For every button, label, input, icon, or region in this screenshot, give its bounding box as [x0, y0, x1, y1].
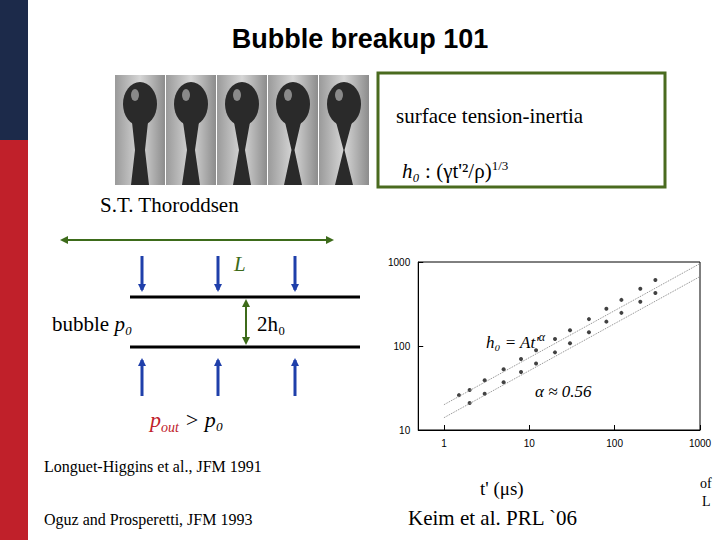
html-text:Bubble breakup 101: Bubble breakup 101: [231, 24, 489, 54]
svg-text:1000: 1000: [689, 438, 712, 449]
svg-text:10: 10: [524, 438, 536, 449]
svg-text:100: 100: [606, 438, 623, 449]
html-text:L: L: [702, 494, 711, 509]
html-text:Longuet-Higgins et al., JFM 19: Longuet-Higgins et al., JFM 1991: [44, 458, 262, 475]
html-text:2h₀: 2h₀: [257, 312, 286, 336]
svg-text:1000: 1000: [388, 257, 411, 268]
html-text:surface tension-inertia: surface tension-inertia: [396, 104, 584, 128]
svg-text:10: 10: [399, 425, 411, 436]
html-text:α ≈ 0.56: α ≈ 0.56: [535, 382, 592, 401]
html-text:h₀ = At'α: h₀ = At'α: [486, 330, 546, 352]
html-text:Keim et al. PRL `06: Keim et al. PRL `06: [408, 506, 577, 530]
html-text:Oguz and Prosperetti, JFM 1993: Oguz and Prosperetti, JFM 1993: [44, 511, 253, 528]
svg-text:100: 100: [394, 341, 411, 352]
html-text:L: L: [234, 252, 246, 276]
html-text:bubble p₀: bubble p₀: [52, 312, 133, 336]
html-text:h₀: (γt'²/ρ)1/3: h₀: (γt'²/ρ)1/3: [402, 158, 509, 183]
html-text:t' (μs): t' (μs): [480, 478, 524, 499]
svg-text:1: 1: [441, 438, 447, 449]
html-text:S.T. Thoroddsen: S.T. Thoroddsen: [100, 193, 239, 217]
html-text:pout> p₀: pout> p₀: [150, 407, 224, 436]
html-text:of: of: [700, 476, 712, 491]
